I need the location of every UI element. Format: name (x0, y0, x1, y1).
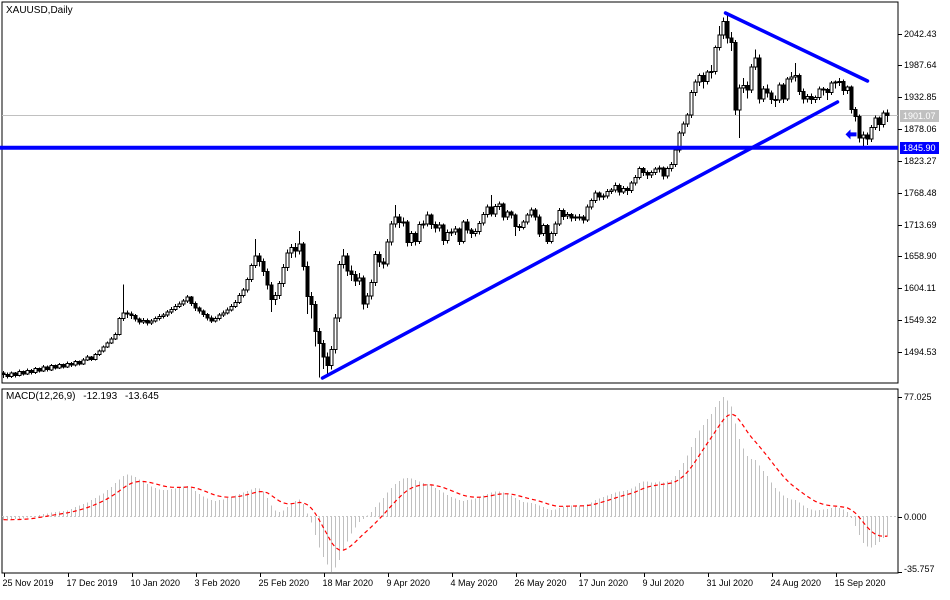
indicator-readout: MACD(12,26,9) -12.193 -13.645 (6, 391, 164, 402)
date-tick-label: 9 Apr 2020 (386, 578, 431, 588)
date-tick-label: 25 Nov 2019 (2, 578, 54, 588)
indicator-name-label: MACD(12,26,9) (6, 391, 76, 402)
date-tick-label: 31 Jul 2020 (706, 578, 754, 588)
indicator-tick-label: 77.025 (904, 392, 932, 403)
level-price-tag: 1845.90 (900, 141, 939, 154)
price-tick-label: 1713.69 (904, 219, 937, 230)
price-tick-label: 1987.64 (904, 60, 937, 71)
price-tick-label: 1932.85 (904, 92, 937, 103)
date-tick-label: 15 Sep 2020 (834, 578, 886, 588)
price-tick-label: 1768.48 (904, 187, 937, 198)
indicator-tick-label: 0.000 (904, 511, 927, 522)
price-tick-label: 1494.53 (904, 346, 937, 357)
ascending-trendline[interactable] (320, 100, 840, 380)
macd-main-value: -12.193 (83, 391, 118, 402)
price-tick-label: 2042.43 (904, 28, 937, 39)
indicator-tick-label: -35.757 (904, 564, 935, 574)
current-price-tag: 1901.07 (900, 109, 939, 122)
date-tick-label: 25 Feb 2020 (258, 578, 310, 588)
price-tick-label: 1878.06 (904, 124, 937, 135)
price-tick-label: 1823.27 (904, 155, 937, 166)
macd-signal-value: -13.645 (124, 391, 159, 402)
symbol-period-label: XAUUSD,Daily (6, 5, 73, 16)
date-tick-label: 18 Mar 2020 (322, 578, 374, 588)
date-tick-label: 26 May 2020 (514, 578, 567, 588)
price-tick-label: 1604.11 (904, 283, 936, 294)
date-tick-label: 17 Dec 2019 (66, 578, 118, 588)
date-tick-label: 4 May 2020 (450, 578, 498, 588)
date-tick-label: 3 Feb 2020 (194, 578, 241, 588)
date-tick-label: 10 Jan 2020 (130, 578, 181, 588)
descending-trendline[interactable] (723, 11, 870, 83)
date-tick-label: 24 Aug 2020 (770, 578, 822, 588)
price-tick-label: 1549.32 (904, 315, 937, 326)
date-tick-label: 9 Jul 2020 (642, 578, 685, 588)
price-tick-label: 1658.90 (904, 251, 937, 262)
date-tick-label: 17 Jun 2020 (578, 578, 629, 588)
left-arrow-marker[interactable] (845, 129, 857, 140)
